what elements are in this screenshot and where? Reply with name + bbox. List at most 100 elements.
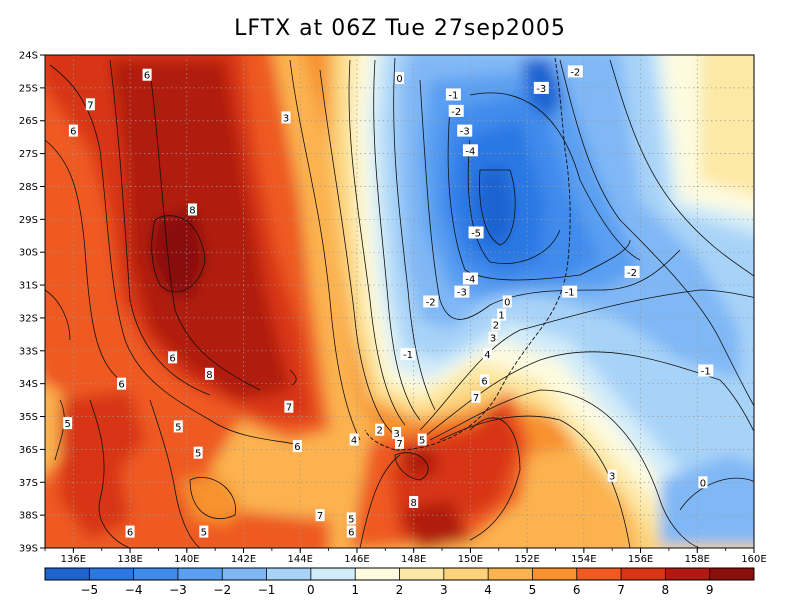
contour-label: -2 <box>624 265 640 279</box>
x-tick-label: 154E <box>571 554 596 565</box>
colorbar-label: 9 <box>706 583 714 597</box>
y-tick-label: 26S <box>19 116 38 127</box>
svg-text:3: 3 <box>490 334 496 345</box>
contour-label: 7 <box>315 509 325 522</box>
contour-label: -5 <box>468 226 484 239</box>
contour-label: 3 <box>392 426 402 440</box>
y-tick-label: 36S <box>19 445 38 456</box>
contour-label: 6 <box>68 124 78 138</box>
contour-label: -2 <box>567 65 583 78</box>
y-tick-label: 31S <box>19 281 38 292</box>
contour-label: 8 <box>204 367 214 381</box>
x-tick-label: 146E <box>344 554 369 565</box>
svg-text:6: 6 <box>169 353 175 364</box>
svg-text:-2: -2 <box>451 107 461 118</box>
contour-label: 3 <box>607 469 617 483</box>
colorbar-label: 2 <box>396 583 404 597</box>
svg-text:-2: -2 <box>570 67 580 78</box>
colorbar-label: −5 <box>80 583 98 597</box>
contour-label: -3 <box>533 81 549 95</box>
y-tick-label: 29S <box>19 215 38 226</box>
svg-text:5: 5 <box>175 422 181 433</box>
y-tick-label: 32S <box>19 313 38 324</box>
svg-text:-1: -1 <box>403 350 413 361</box>
svg-text:-3: -3 <box>536 84 546 95</box>
x-tick-label: 142E <box>231 554 256 565</box>
y-tick-label: 27S <box>19 149 38 160</box>
contour-label: 5 <box>173 420 183 433</box>
colorbar-swatch <box>133 568 178 580</box>
svg-text:0: 0 <box>504 298 510 309</box>
svg-text:7: 7 <box>317 511 323 522</box>
svg-text:-4: -4 <box>465 146 475 157</box>
svg-text:0: 0 <box>700 478 706 489</box>
contour-label: 7 <box>85 98 95 111</box>
contour-label: 8 <box>187 203 197 216</box>
colorbar-swatch <box>621 568 666 580</box>
x-tick-label: 144E <box>288 554 313 565</box>
shaded-field <box>45 55 754 548</box>
y-tick-label: 33S <box>19 346 38 357</box>
svg-text:1: 1 <box>498 311 504 322</box>
contour-label: -1 <box>400 348 416 361</box>
svg-text:-1: -1 <box>448 90 458 101</box>
svg-text:6: 6 <box>481 376 487 387</box>
svg-text:-3: -3 <box>460 127 470 138</box>
svg-text:5: 5 <box>65 419 71 430</box>
colorbar-swatch <box>576 568 622 580</box>
svg-text:6: 6 <box>118 380 124 391</box>
svg-text:5: 5 <box>348 514 354 525</box>
colorbar-label: 0 <box>307 583 315 597</box>
y-tick-label: 37S <box>19 478 38 489</box>
contour-label: 2 <box>375 423 385 437</box>
x-tick-label: 150E <box>458 554 483 565</box>
contour-label: -2 <box>423 295 439 309</box>
svg-text:7: 7 <box>87 100 93 111</box>
colorbar-label: 5 <box>529 583 537 597</box>
contour-label: 6 <box>168 351 178 364</box>
contour-label: -4 <box>462 272 478 285</box>
colorbar-label: −2 <box>213 583 231 597</box>
svg-text:3: 3 <box>283 113 289 124</box>
svg-text:6: 6 <box>348 528 354 539</box>
svg-text:2: 2 <box>376 426 382 437</box>
svg-text:6: 6 <box>144 71 150 82</box>
contour-label: 2 <box>491 318 501 332</box>
svg-text:4: 4 <box>484 350 490 361</box>
colorbar: −5 −4 −3 −2 −1 0 1 2 3 4 5 6 7 8 9 <box>44 567 755 597</box>
x-tick-label: 158E <box>685 554 710 565</box>
svg-text:3: 3 <box>393 429 399 440</box>
x-tick-label: 160E <box>741 554 766 565</box>
colorbar-swatch <box>399 568 444 580</box>
colorbar-swatch <box>488 568 533 580</box>
contour-label: 0 <box>395 72 404 85</box>
contour-label: 6 <box>292 440 302 453</box>
contour-label: 6 <box>125 525 135 539</box>
plot-frame <box>44 54 755 549</box>
contour-label: 3 <box>281 111 291 124</box>
colorbar-label: 6 <box>573 583 581 597</box>
contour-label: 5 <box>346 512 356 525</box>
contour-label: 0 <box>502 295 512 309</box>
svg-text:0: 0 <box>396 74 402 85</box>
y-tick-label: 30S <box>19 248 38 259</box>
svg-text:8: 8 <box>410 498 416 509</box>
svg-text:5: 5 <box>195 449 201 460</box>
svg-text:-5: -5 <box>471 228 481 239</box>
contour-label: 5 <box>193 446 203 460</box>
contour-label: -1 <box>445 88 461 101</box>
contour-label: 6 <box>480 374 490 387</box>
contour-label: 7 <box>471 390 481 404</box>
contour-label: 6 <box>346 525 356 539</box>
colorbar-label: −4 <box>125 583 143 597</box>
x-tick-label: 140E <box>174 554 199 565</box>
contour-label: 0 <box>698 476 708 489</box>
contour-label: 5 <box>63 417 73 430</box>
contour-labels: 676380-1-2-3-2-3-4-5-4-3-2-2-10123467-1-… <box>63 65 714 539</box>
colorbar-label: 4 <box>484 583 492 597</box>
contour-label: -2 <box>448 104 464 118</box>
map-title: LFTX at 06Z Tue 27sep2005 <box>234 16 566 41</box>
y-tick-label: 38S <box>19 511 38 522</box>
